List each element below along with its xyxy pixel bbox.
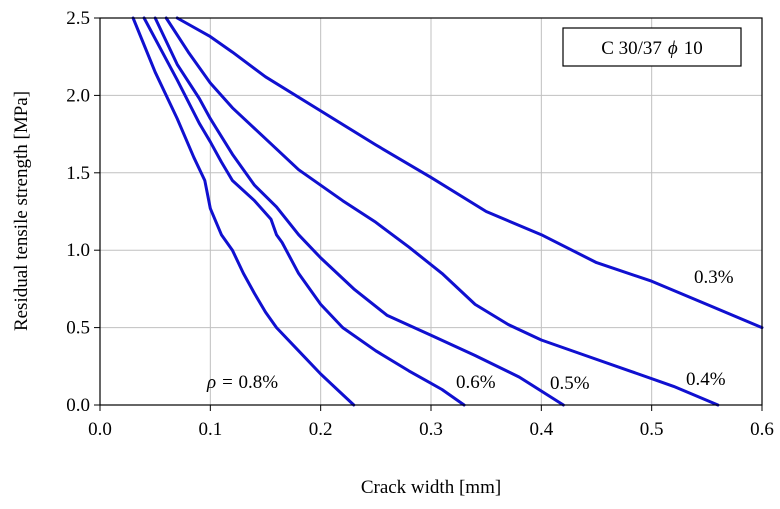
series-line [175,16,764,330]
y-tick-label: 1.5 [66,163,90,184]
legend-symbol: ϕ [668,38,678,59]
series-label: 0.4% [686,369,726,390]
series-line [131,16,356,407]
series-label-name: 0.3% [694,267,734,288]
series-label: ρ = 0.8% [206,372,278,393]
series-line [153,16,565,407]
x-tick-label: 0.6 [750,419,774,440]
legend-prefix: C 30/37 [601,38,662,59]
x-tick-label: 0.3 [419,419,443,440]
series-label: 0.5% [550,373,590,394]
series-label-prefix: ρ = [206,372,238,393]
y-tick-label: 0.0 [66,395,90,416]
y-axis-title: Residual tensile strength [MPa] [11,91,32,331]
x-tick-label: 0.5 [640,419,664,440]
series-layer [131,16,764,407]
y-tick-label: 0.5 [66,318,90,339]
y-tick-label: 1.0 [66,240,90,261]
legend-suffix: 10 [684,38,703,59]
legend-text: C 30/37 ϕ 10 [601,38,703,59]
series-label: 0.6% [456,372,496,393]
series-line [142,16,466,407]
legend-frame [562,27,742,67]
series-line [164,16,720,407]
x-tick-label: 0.1 [198,419,222,440]
y-tick-label: 2.5 [66,8,90,29]
series-label: 0.3% [694,267,734,288]
legend-box: C 30/37 ϕ 10 [562,27,742,67]
series-label-name: 0.8% [238,372,278,393]
x-axis-title: Crack width [mm] [361,477,501,498]
ticks: 0.0 0.1 0.2 0.3 0.4 0.5 0.6 0.0 0.5 1.0 1.5 2.0 2.5 [66,8,774,440]
series-label-name: 0.5% [550,373,590,394]
series-label-name: 0.4% [686,369,726,390]
x-tick-label: 0.4 [529,419,553,440]
x-tick-label: 0.0 [88,419,112,440]
series-labels: ρ = 0.8% 0.6% 0.5% 0.4% 0.3% [206,267,734,394]
series-label-name: 0.6% [456,372,496,393]
x-tick-label: 0.2 [309,419,333,440]
y-tick-label: 2.0 [66,85,90,106]
